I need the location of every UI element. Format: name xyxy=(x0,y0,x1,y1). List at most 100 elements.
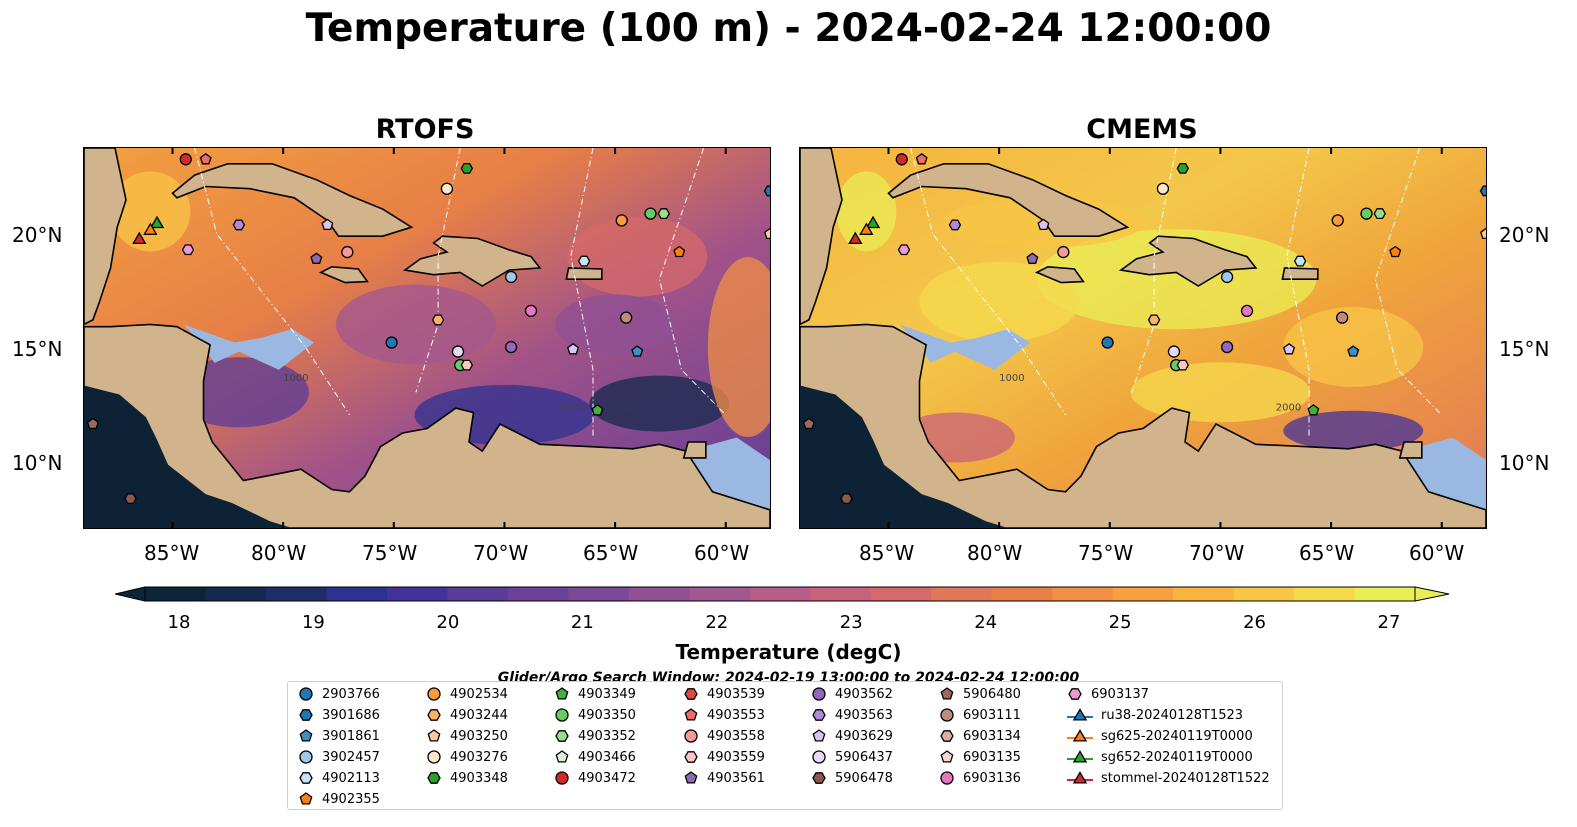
float-marker xyxy=(1283,342,1296,355)
legend-marker xyxy=(427,729,441,742)
float-marker xyxy=(86,417,99,430)
legend-item: 4903348 xyxy=(424,768,508,788)
colorbar-tick-label: 20 xyxy=(436,612,460,633)
legend-label: 4903244 xyxy=(450,707,508,723)
legend-label: 4903348 xyxy=(450,770,508,786)
temperature-blob xyxy=(555,294,676,355)
boundary-line xyxy=(1374,148,1443,416)
temperature-blob xyxy=(919,261,1080,342)
yucatan-land xyxy=(84,148,127,326)
float-marker xyxy=(1480,227,1486,240)
jamaica-land xyxy=(1034,265,1085,284)
legend-label: sg625-20240119T0000 xyxy=(1101,728,1253,744)
legend-marker xyxy=(555,687,569,700)
legend-marker xyxy=(427,750,441,764)
legend-marker xyxy=(555,750,569,763)
colorbar-segment xyxy=(870,587,932,601)
float-marker xyxy=(451,345,465,358)
colorbar-segment xyxy=(1294,587,1356,601)
colorbar-tick-label: 26 xyxy=(1243,612,1266,633)
lon-tick-75w: 75°W xyxy=(362,541,418,565)
continental-shelf xyxy=(899,324,1031,370)
float-marker xyxy=(179,153,192,166)
lon-tick-65w: 65°W xyxy=(583,541,639,565)
legend-marker xyxy=(812,687,826,701)
jamaica-land xyxy=(318,265,369,284)
legend-marker xyxy=(299,750,313,764)
legend-item: 4903352 xyxy=(552,726,636,746)
legend-item: 4903349 xyxy=(552,684,636,704)
temperature-blob xyxy=(707,257,770,438)
legend-marker xyxy=(684,729,698,743)
float-marker xyxy=(1220,340,1234,354)
legend-label: 4903539 xyxy=(707,686,765,702)
float-marker xyxy=(895,153,908,166)
legend-item: 4903561 xyxy=(681,768,765,788)
legend-marker xyxy=(299,709,313,721)
float-marker xyxy=(1147,314,1161,326)
boundary-line xyxy=(415,148,461,393)
legend-marker xyxy=(555,708,569,722)
float-marker xyxy=(802,417,815,430)
temperature-blob xyxy=(1036,229,1317,330)
legend-label: 6903136 xyxy=(963,770,1021,786)
legend-label: 4903559 xyxy=(707,749,765,765)
float-marker xyxy=(591,404,604,416)
legend-item: 2903766 xyxy=(296,684,380,704)
colorbar-segment xyxy=(205,587,267,601)
depth-contour-label: 1000 xyxy=(283,373,308,384)
legend-label: 4903352 xyxy=(578,728,636,744)
float-marker xyxy=(915,152,928,165)
legend-marker xyxy=(940,771,954,785)
lat-tick-20n-right: 20°N xyxy=(1499,223,1550,247)
float-marker xyxy=(440,182,454,195)
legend-marker xyxy=(940,708,954,722)
legend-label: 5906437 xyxy=(835,749,893,765)
depth-contour-label: 2000 xyxy=(1276,402,1301,413)
legend-item: 4902534 xyxy=(424,684,508,704)
legend-marker xyxy=(427,687,441,701)
float-marker xyxy=(181,244,195,256)
colorbar-tick-label: 27 xyxy=(1377,612,1401,633)
legend-item: 4903563 xyxy=(809,705,893,725)
legend-label: 4903276 xyxy=(450,749,508,765)
figure-title: Temperature (100 m) - 2024-02-24 12:00:0… xyxy=(305,6,1272,51)
colorbar-segment xyxy=(931,587,993,601)
float-marker xyxy=(460,359,474,371)
map-cmems: 1000 2000 xyxy=(799,147,1487,529)
lon-tick-80w: 80°W xyxy=(251,541,307,565)
lat-tick-20n: 20°N xyxy=(12,223,63,247)
temperature-blob xyxy=(1283,410,1424,451)
depth-contour-label: 2000 xyxy=(560,402,585,413)
colorbar-segment xyxy=(1233,587,1295,601)
legend-marker xyxy=(1068,688,1082,700)
legend-marker xyxy=(684,771,698,784)
float-marker xyxy=(1026,252,1039,264)
colorbar-segment xyxy=(689,587,751,601)
float-marker xyxy=(1176,162,1190,174)
legend-label: stommel-20240128T1522 xyxy=(1101,770,1270,786)
colorbar-segment xyxy=(326,587,388,601)
float-marker xyxy=(199,152,212,165)
legend-marker xyxy=(684,751,698,763)
legend-label: 5906480 xyxy=(963,686,1021,702)
hispaniola-land xyxy=(402,235,542,287)
float-marker xyxy=(897,244,911,256)
float-marker xyxy=(620,311,633,324)
temperature-blob xyxy=(567,216,708,297)
temperature-blob xyxy=(589,375,730,432)
float-marker xyxy=(385,336,398,349)
panel-title-cmems: CMEMS xyxy=(1086,114,1198,145)
legend-item: sg652-20240119T0000 xyxy=(1065,747,1253,767)
lon-tick-85w-right: 85°W xyxy=(859,541,915,565)
legend-label: ru38-20240128T1523 xyxy=(1101,707,1244,723)
depth-contour-label: 1000 xyxy=(999,373,1024,384)
float-marker xyxy=(1293,255,1307,267)
float-marker xyxy=(644,207,657,220)
colorbar-segment xyxy=(628,587,690,601)
lon-tick-75w-right: 75°W xyxy=(1078,541,1134,565)
glider-marker xyxy=(132,231,147,245)
legend-item: 5906437 xyxy=(809,747,893,767)
pacific-ocean xyxy=(84,385,292,528)
colorbar-tick-label: 22 xyxy=(705,612,729,633)
